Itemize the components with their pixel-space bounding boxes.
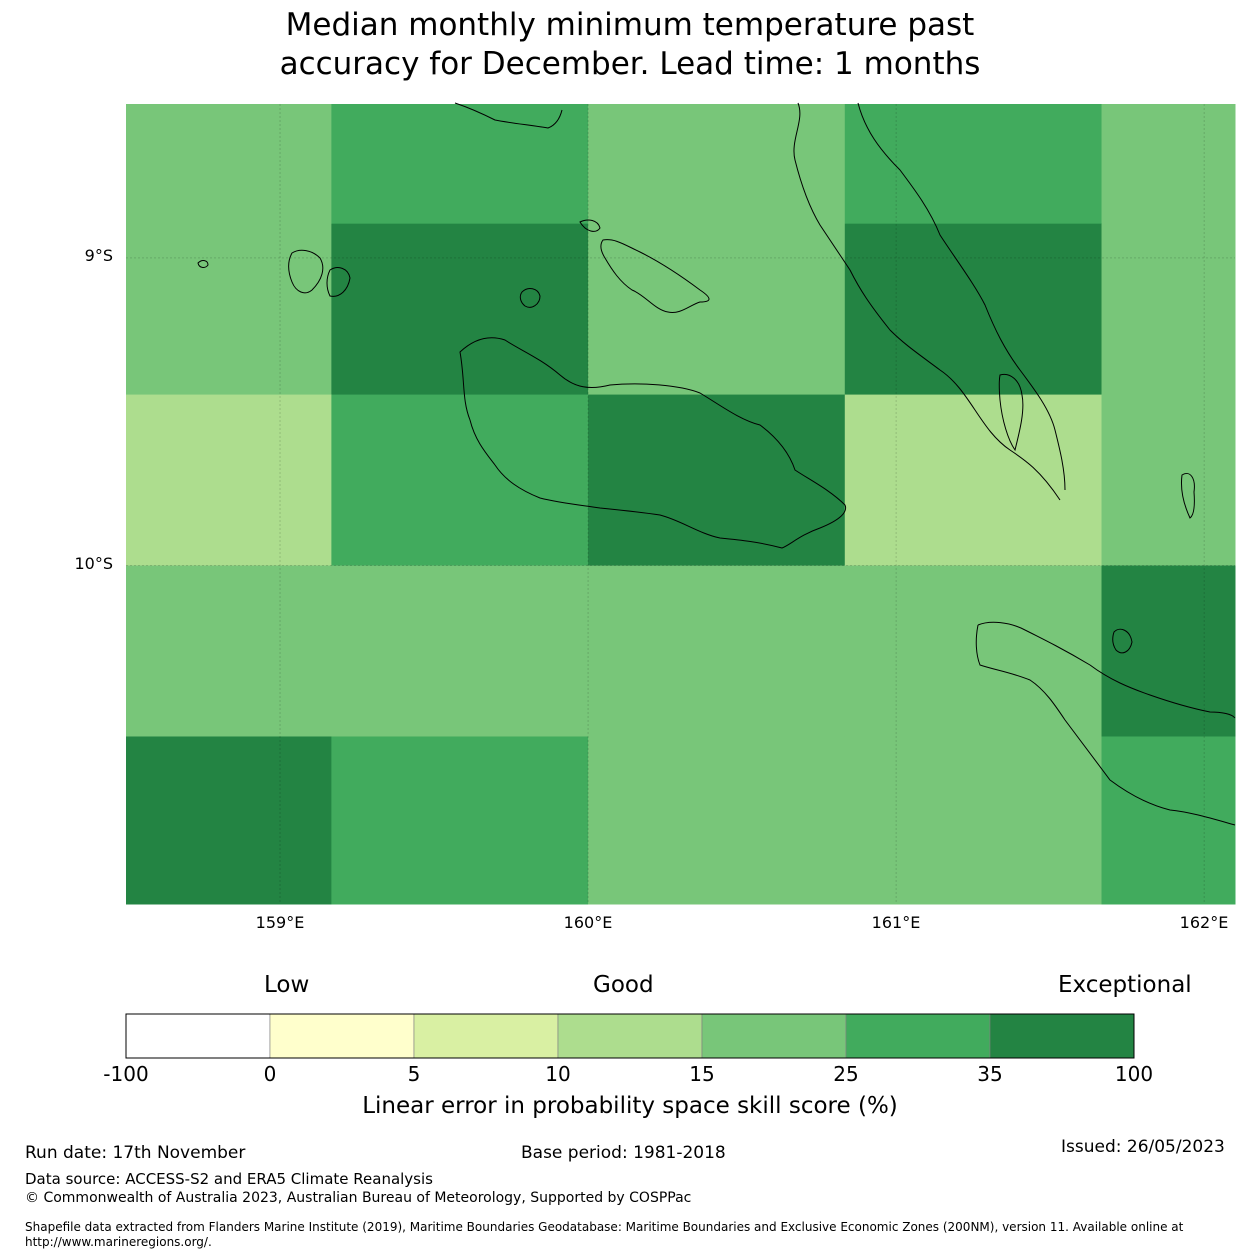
colorbar-tick: 35 xyxy=(977,1062,1003,1086)
colorbar-outline xyxy=(125,1013,1135,1059)
lon-label-161e: 161°E xyxy=(871,913,921,932)
skill-cell xyxy=(588,104,846,225)
data-source: Data source: ACCESS-S2 and ERA5 Climate … xyxy=(25,1170,433,1188)
colorbar xyxy=(125,1013,1135,1059)
coastline-savo-island xyxy=(519,288,541,308)
colorbar-swatch xyxy=(845,1013,991,1059)
coastline-malaita-east xyxy=(857,102,1066,491)
title-line-1: Median monthly minimum temperature past xyxy=(285,7,975,43)
skill-cell xyxy=(588,736,846,905)
colorbar-tick: 100 xyxy=(1114,1062,1154,1086)
skill-cell xyxy=(126,223,332,396)
skill-cell xyxy=(1101,565,1236,737)
skill-cell xyxy=(588,223,846,396)
run-date: Run date: 17th November xyxy=(25,1143,246,1163)
lon-label-160e: 160°E xyxy=(563,913,613,932)
skill-cell xyxy=(1101,394,1236,567)
colorbar-swatch xyxy=(125,1013,271,1059)
colorbar-swatch xyxy=(269,1013,415,1059)
coastline-ulawa xyxy=(1181,473,1195,519)
skill-cell xyxy=(588,394,846,567)
skill-cell xyxy=(331,223,589,396)
coastline-makira xyxy=(975,621,1236,826)
base-period: Base period: 1981-2018 xyxy=(521,1143,726,1163)
skill-cell xyxy=(1101,104,1236,225)
colorbar-tick: 5 xyxy=(407,1062,421,1086)
skill-cell xyxy=(588,565,846,737)
colorbar-tick: -100 xyxy=(103,1062,149,1086)
colorbar-tick: 0 xyxy=(263,1062,277,1086)
skill-grid xyxy=(126,104,1236,905)
colorbar-swatch xyxy=(989,1013,1135,1059)
shapefile-credit: Shapefile data extracted from Flanders M… xyxy=(25,1220,1184,1249)
skill-cell xyxy=(1101,736,1236,905)
colorbar-tick: 10 xyxy=(545,1062,571,1086)
colorbar-tick: 15 xyxy=(689,1062,715,1086)
graticule xyxy=(126,104,1235,904)
copyright: © Commonwealth of Australia 2023, Austra… xyxy=(25,1190,692,1206)
skill-cell xyxy=(844,394,1103,567)
chart-title: Median monthly minimum temperature past … xyxy=(0,6,1260,84)
coastline-santa-isabel xyxy=(454,102,563,129)
skill-cell xyxy=(331,394,589,567)
colorbar-head-good: Good xyxy=(593,972,654,998)
coastline-small-malaita xyxy=(998,373,1024,452)
lon-label-162e: 162°E xyxy=(1179,913,1229,932)
colorbar-head-exceptional: Exceptional xyxy=(1058,972,1192,998)
skill-cell xyxy=(844,565,1103,737)
skill-cell xyxy=(126,565,332,737)
skill-cell xyxy=(844,223,1103,396)
coastline-nggela-north xyxy=(579,219,601,232)
coastline-florida-islands xyxy=(600,239,710,314)
skill-cell xyxy=(844,736,1103,905)
skill-cell xyxy=(126,736,332,905)
skill-cell xyxy=(844,104,1103,225)
skill-cell xyxy=(331,736,589,905)
coastline-malaita-west xyxy=(793,102,1061,501)
colorbar-head-low: Low xyxy=(264,972,310,998)
coastline-guadalcanal xyxy=(459,337,847,549)
lat-label-9s: 9°S xyxy=(84,246,113,265)
colorbar-label: Linear error in probability space skill … xyxy=(362,1093,898,1119)
issued-date: Issued: 26/05/2023 xyxy=(1061,1137,1225,1157)
coastline-small-islet xyxy=(197,260,209,268)
colorbar-swatch xyxy=(413,1013,559,1059)
colorbar-swatch xyxy=(557,1013,703,1059)
skill-cell xyxy=(331,565,589,737)
skill-cell xyxy=(126,394,332,567)
colorbar-swatch xyxy=(701,1013,847,1059)
coastlines xyxy=(197,102,1236,826)
coastline-russell-islands xyxy=(288,249,351,297)
lon-label-159e: 159°E xyxy=(255,913,305,932)
title-line-2: accuracy for December. Lead time: 1 mont… xyxy=(279,46,981,82)
skill-cell xyxy=(1101,223,1236,396)
colorbar-tick: 25 xyxy=(833,1062,859,1086)
coastline-ugi xyxy=(1112,628,1133,654)
lat-label-10s: 10°S xyxy=(74,554,113,573)
skill-cell xyxy=(126,104,332,225)
skill-cell xyxy=(331,104,589,225)
